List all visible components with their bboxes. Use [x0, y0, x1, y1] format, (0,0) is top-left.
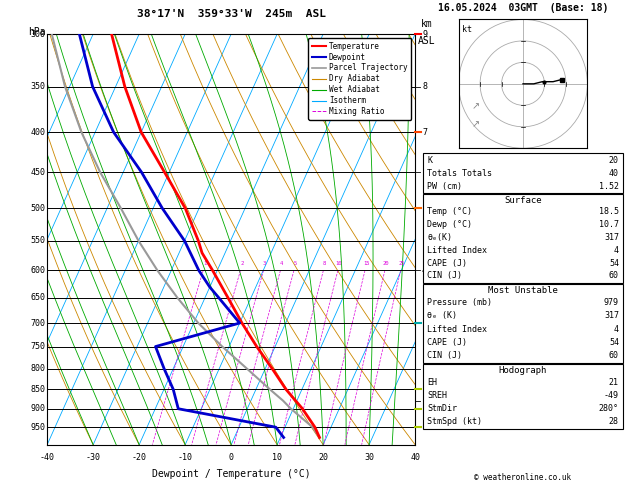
- Text: 317: 317: [604, 233, 619, 242]
- Text: Lifted Index: Lifted Index: [427, 246, 487, 255]
- Text: 1.52: 1.52: [599, 182, 619, 191]
- Text: 20: 20: [318, 453, 328, 463]
- Text: 450: 450: [30, 168, 45, 177]
- Text: 20: 20: [609, 156, 619, 165]
- Text: θₑ(K): θₑ(K): [427, 233, 452, 242]
- Text: 5: 5: [294, 261, 297, 266]
- Text: 300: 300: [30, 30, 45, 38]
- Text: StmSpd (kt): StmSpd (kt): [427, 417, 482, 426]
- Text: kt: kt: [462, 25, 472, 34]
- Text: 21: 21: [609, 378, 619, 387]
- Text: 2: 2: [240, 261, 243, 266]
- Text: 8: 8: [422, 82, 427, 91]
- Text: 20: 20: [382, 261, 389, 266]
- Text: 600: 600: [30, 266, 45, 275]
- Text: 38°17'N  359°33'W  245m  ASL: 38°17'N 359°33'W 245m ASL: [136, 9, 326, 19]
- Text: km: km: [421, 19, 432, 29]
- Text: LCL: LCL: [422, 396, 437, 405]
- Text: 1: 1: [422, 404, 427, 413]
- Text: 280°: 280°: [599, 404, 619, 413]
- Text: Temp (°C): Temp (°C): [427, 208, 472, 216]
- Text: 4: 4: [280, 261, 283, 266]
- Text: 28: 28: [609, 417, 619, 426]
- Text: PW (cm): PW (cm): [427, 182, 462, 191]
- Text: -10: -10: [177, 453, 192, 463]
- Text: 700: 700: [30, 318, 45, 328]
- Text: 8: 8: [323, 261, 326, 266]
- Text: 5: 5: [422, 204, 427, 213]
- Text: 1: 1: [203, 261, 206, 266]
- Text: SREH: SREH: [427, 391, 447, 400]
- Text: 10: 10: [336, 261, 342, 266]
- Text: Lifted Index: Lifted Index: [427, 325, 487, 333]
- Text: 650: 650: [30, 293, 45, 302]
- Text: Surface: Surface: [504, 196, 542, 205]
- Text: $\nearrow$: $\nearrow$: [470, 119, 481, 129]
- Text: 60: 60: [609, 351, 619, 360]
- Text: Dewp (°C): Dewp (°C): [427, 220, 472, 229]
- Text: 7: 7: [422, 128, 427, 137]
- Text: 6: 6: [422, 168, 427, 177]
- Text: 2: 2: [422, 364, 427, 373]
- Text: 979: 979: [604, 298, 619, 307]
- Text: EH: EH: [427, 378, 437, 387]
- Text: -20: -20: [131, 453, 147, 463]
- Text: 3: 3: [422, 318, 427, 328]
- Text: 4: 4: [422, 266, 427, 275]
- Text: 317: 317: [604, 311, 619, 320]
- Text: 500: 500: [30, 204, 45, 213]
- Legend: Temperature, Dewpoint, Parcel Trajectory, Dry Adiabat, Wet Adiabat, Isotherm, Mi: Temperature, Dewpoint, Parcel Trajectory…: [308, 38, 411, 120]
- Text: Dewpoint / Temperature (°C): Dewpoint / Temperature (°C): [152, 469, 311, 479]
- Text: 40: 40: [609, 169, 619, 178]
- Text: 550: 550: [30, 236, 45, 245]
- Text: 950: 950: [30, 423, 45, 432]
- Text: -40: -40: [40, 453, 55, 463]
- Text: 750: 750: [30, 342, 45, 351]
- Text: K: K: [427, 156, 432, 165]
- Text: 3: 3: [263, 261, 266, 266]
- Text: Most Unstable: Most Unstable: [488, 286, 558, 295]
- Text: © weatheronline.co.uk: © weatheronline.co.uk: [474, 473, 572, 482]
- Text: CAPE (J): CAPE (J): [427, 259, 467, 268]
- Text: 16.05.2024  03GMT  (Base: 18): 16.05.2024 03GMT (Base: 18): [438, 3, 608, 14]
- Text: -30: -30: [86, 453, 101, 463]
- Text: hPa: hPa: [28, 27, 45, 37]
- Text: 15: 15: [363, 261, 369, 266]
- Text: CAPE (J): CAPE (J): [427, 338, 467, 347]
- Text: 30: 30: [364, 453, 374, 463]
- Text: 9: 9: [422, 30, 427, 38]
- Text: 54: 54: [609, 338, 619, 347]
- Text: Pressure (mb): Pressure (mb): [427, 298, 492, 307]
- Text: 850: 850: [30, 385, 45, 394]
- Text: CIN (J): CIN (J): [427, 351, 462, 360]
- Text: Mixing Ratio (g/kg): Mixing Ratio (g/kg): [439, 192, 448, 287]
- Text: 18.5: 18.5: [599, 208, 619, 216]
- Text: 10: 10: [272, 453, 282, 463]
- Text: 4: 4: [614, 325, 619, 333]
- Text: 350: 350: [30, 82, 45, 91]
- Text: 54: 54: [609, 259, 619, 268]
- Text: 25: 25: [398, 261, 405, 266]
- Text: θₑ (K): θₑ (K): [427, 311, 457, 320]
- Text: Hodograph: Hodograph: [499, 366, 547, 375]
- Text: 60: 60: [609, 272, 619, 280]
- Text: 4: 4: [614, 246, 619, 255]
- Text: StmDir: StmDir: [427, 404, 457, 413]
- Text: Totals Totals: Totals Totals: [427, 169, 492, 178]
- Text: 40: 40: [410, 453, 420, 463]
- Text: 900: 900: [30, 404, 45, 413]
- Text: -49: -49: [604, 391, 619, 400]
- Text: 10.7: 10.7: [599, 220, 619, 229]
- Text: CIN (J): CIN (J): [427, 272, 462, 280]
- Text: 0: 0: [229, 453, 233, 463]
- Text: 400: 400: [30, 128, 45, 137]
- Text: $\nearrow$: $\nearrow$: [470, 102, 481, 112]
- Text: ASL: ASL: [418, 36, 435, 47]
- Text: 800: 800: [30, 364, 45, 373]
